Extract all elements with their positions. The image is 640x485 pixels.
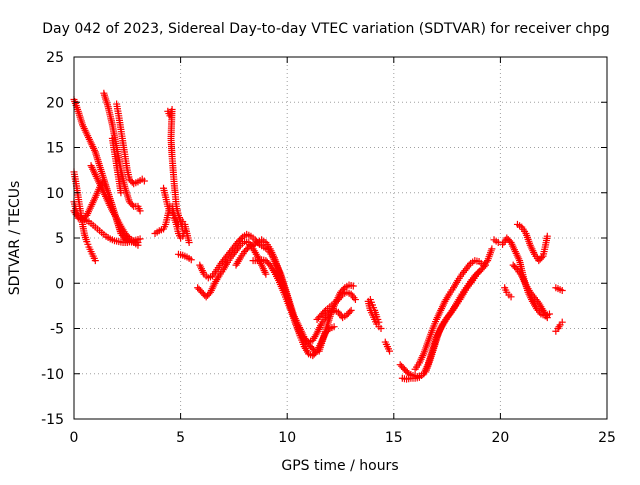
y-tick-label: 20 [46, 95, 64, 111]
data-point-marker [349, 282, 357, 290]
y-tick-label: 5 [55, 231, 64, 247]
x-tick-label: 25 [598, 430, 616, 446]
data-point-marker [117, 189, 125, 197]
x-tick-label: 10 [278, 430, 296, 446]
y-tick-label: -10 [41, 367, 64, 383]
data-point-marker [555, 323, 563, 331]
data-point-marker [130, 238, 138, 246]
data-point-marker [475, 267, 483, 275]
data-point-marker [91, 257, 99, 265]
chart-title: Day 042 of 2023, Sidereal Day-to-day VTE… [42, 21, 610, 37]
data-point-marker [474, 269, 482, 277]
data-point-marker [237, 235, 245, 243]
x-tick-label: 0 [70, 430, 79, 446]
y-tick-label: 0 [55, 276, 64, 292]
data-point-marker [377, 325, 385, 332]
data-point-marker [140, 177, 148, 185]
data-point-marker [375, 318, 383, 326]
data-point-marker [543, 314, 551, 322]
data-point-marker [507, 293, 515, 301]
y-axis-label: SDTVAR / TECUs [7, 181, 23, 296]
axis-ticks: 0 5 10 15 20 25 -15 -10 -5 0 5 10 15 20 25 [41, 50, 616, 446]
data-point-marker [512, 264, 520, 272]
data-point-marker [128, 201, 136, 209]
data-point-marker [181, 227, 189, 235]
data-point-marker [351, 296, 359, 304]
y-tick-label: -5 [50, 322, 64, 338]
data-point-marker [347, 306, 355, 314]
data-point-marker [403, 368, 411, 376]
data-point-marker [320, 308, 328, 316]
y-tick-label: 25 [46, 50, 64, 66]
data-point-marker [187, 256, 195, 264]
data-point-marker [262, 270, 270, 278]
data-point-marker [488, 245, 496, 253]
data-point-marker [558, 318, 566, 326]
data-point-marker [543, 232, 551, 240]
x-axis-label: GPS time / hours [281, 458, 398, 474]
x-tick-label: 15 [385, 430, 403, 446]
data-point-marker [346, 308, 354, 316]
data-point-marker [386, 347, 394, 355]
x-tick-label: 5 [176, 430, 185, 446]
data-point-marker [324, 326, 332, 334]
data-point-marker [136, 235, 144, 243]
data-point-marker [330, 323, 338, 331]
data-point-marker [339, 285, 347, 293]
y-tick-label: 10 [46, 186, 64, 202]
data-point-marker [185, 239, 193, 247]
data-point-marker [136, 207, 144, 215]
data-point-marker [243, 245, 251, 253]
data-point-marker [134, 239, 142, 247]
data-point-marker [558, 286, 566, 294]
x-tick-label: 20 [491, 430, 509, 446]
data-point-marker [124, 232, 132, 240]
y-tick-label: -15 [41, 412, 64, 428]
data-markers [70, 89, 566, 383]
y-tick-label: 15 [46, 141, 64, 157]
data-point-marker [538, 254, 546, 262]
